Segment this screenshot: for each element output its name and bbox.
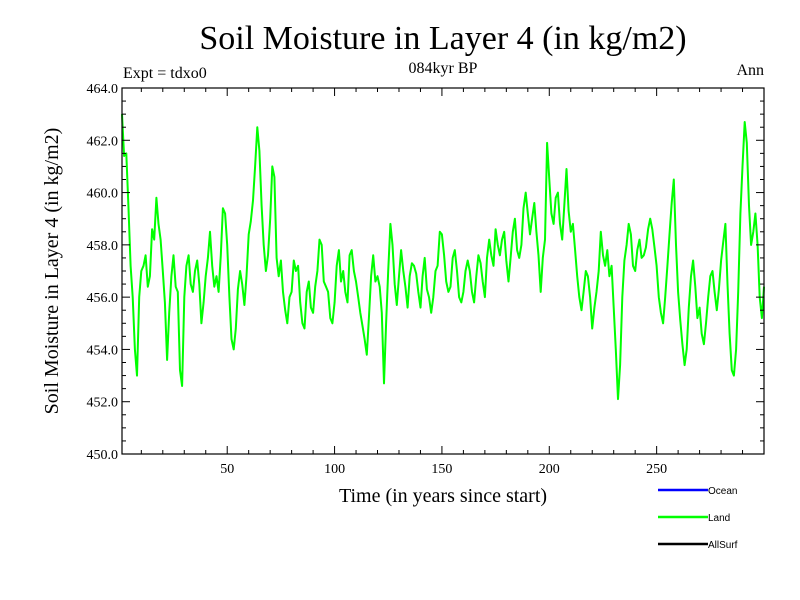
- legend-label-land: Land: [708, 513, 730, 524]
- x-tick-label: 50: [220, 462, 234, 477]
- y-tick-label: 450.0: [87, 448, 119, 463]
- season-label: Ann: [736, 62, 764, 79]
- chart-title: Soil Moisture in Layer 4 (in kg/m2): [199, 20, 686, 57]
- y-tick-label: 458.0: [87, 239, 119, 254]
- y-tick-label: 456.0: [87, 291, 119, 306]
- y-axis-label: Soil Moisture in Layer 4 (in kg/m2): [41, 128, 63, 415]
- y-tick-label: 462.0: [87, 134, 119, 149]
- chart-subtitle: 084kyr BP: [409, 60, 478, 77]
- legend-label-ocean: Ocean: [708, 486, 737, 497]
- plot-area: 450.0 452.0 454.0 456.0 458.0 460.0 462.0 464.0…: [87, 82, 765, 477]
- y-tick-label: 452.0: [87, 396, 119, 411]
- y-tick-label: 454.0: [87, 343, 119, 358]
- x-tick-label: 100: [324, 462, 345, 477]
- x-tick-label: 150: [431, 462, 452, 477]
- legend: Ocean Land AllSurf: [658, 486, 738, 551]
- plot-frame: [121, 87, 765, 455]
- y-tick-label: 460.0: [87, 187, 119, 202]
- series-line-land: [121, 114, 765, 401]
- y-tick-label: 464.0: [87, 82, 119, 97]
- x-tick-label: 250: [646, 462, 667, 477]
- x-tick-label: 200: [539, 462, 560, 477]
- legend-label-allsurf: AllSurf: [708, 540, 738, 551]
- x-axis-label: Time (in years since start): [339, 485, 547, 507]
- experiment-label: Expt = tdxo0: [123, 65, 207, 82]
